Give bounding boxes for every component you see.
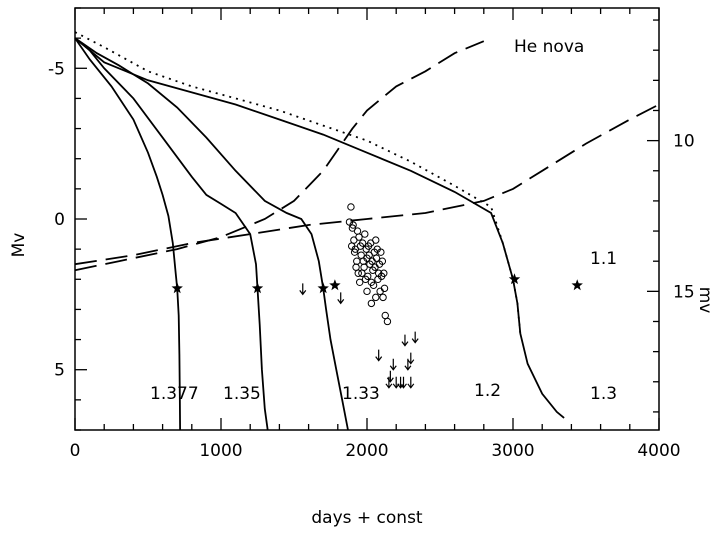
- series-line-1.2: [74, 40, 485, 272]
- observation-point: [363, 287, 371, 296]
- upper-limit-arrow: [397, 376, 405, 389]
- observation-point: [353, 227, 362, 235]
- star-marker: [329, 279, 341, 291]
- observation-point: [374, 275, 382, 283]
- observation-point: [372, 293, 380, 302]
- series-label-1.3: 1.3: [590, 384, 617, 404]
- upper-limit-arrow: [392, 376, 400, 389]
- observation-point: [362, 245, 370, 253]
- series-line-1.377: [74, 37, 181, 431]
- x-axis-label: days + const: [311, 508, 423, 528]
- series-label-1.33: 1.33: [342, 384, 380, 404]
- observation-point: [367, 299, 376, 308]
- observation-point: [381, 311, 389, 320]
- observation-point: [361, 230, 369, 238]
- series-label-1.377: 1.377: [150, 384, 199, 404]
- star-marker: [171, 282, 183, 294]
- upper-limit-arrow: [411, 331, 419, 344]
- markers: [171, 203, 583, 389]
- y-tick-label-right: 15: [673, 282, 695, 302]
- observation-point: [347, 242, 356, 250]
- observation-point: [383, 317, 392, 326]
- series-line-dotted: [74, 31, 522, 334]
- observation-point: [356, 278, 364, 286]
- upper-limit-arrow: [407, 352, 415, 365]
- observation-point: [349, 221, 357, 229]
- x-tick-label: 3000: [491, 441, 534, 461]
- observation-point: [379, 293, 387, 302]
- x-tick-label: 2000: [345, 441, 388, 461]
- series-label-1.2: 1.2: [474, 381, 501, 401]
- observation-point: [372, 254, 381, 262]
- y-tick-label-left: 0: [54, 210, 65, 230]
- upper-limit-arrow: [407, 376, 415, 389]
- series-label-1.35: 1.35: [223, 384, 261, 404]
- series-line-1.1: [74, 103, 660, 266]
- observation-point: [347, 203, 355, 211]
- star-marker: [571, 279, 583, 291]
- upper-limit-arrow: [337, 292, 345, 305]
- observation-point: [353, 257, 361, 265]
- y-tick-label-right: 10: [673, 132, 695, 152]
- observation-point: [377, 248, 385, 256]
- upper-limit-arrow: [389, 358, 397, 371]
- series-line-1.35: [74, 37, 269, 431]
- observation-point: [366, 239, 375, 247]
- star-marker: [317, 282, 329, 294]
- y-axis-label-left: Mv: [9, 233, 29, 258]
- upper-limit-arrow: [401, 334, 409, 347]
- series-label-1.1: 1.1: [590, 249, 617, 269]
- observation-point: [380, 284, 389, 293]
- x-tick-label: 4000: [637, 441, 680, 461]
- star-marker: [508, 273, 521, 285]
- x-tick-label: 0: [70, 441, 81, 461]
- observation-point: [356, 242, 365, 250]
- upper-limit-arrow: [299, 283, 307, 296]
- upper-limit-arrow: [375, 349, 383, 362]
- observation-point: [358, 269, 366, 277]
- y-tick-label-left: 5: [54, 361, 65, 381]
- upper-limit-arrow: [400, 376, 407, 389]
- observation-point: [380, 269, 388, 277]
- observation-point: [365, 251, 373, 259]
- observation-point: [350, 248, 359, 256]
- upper-limit-arrow: [385, 376, 393, 389]
- observation-point: [369, 281, 378, 290]
- series-line-1.3: [74, 37, 565, 419]
- y-tick-label-left: -5: [48, 59, 65, 79]
- x-tick-label: 1000: [199, 441, 242, 461]
- star-marker: [251, 282, 264, 294]
- chart-title: He nova: [514, 37, 584, 57]
- observation-point: [364, 272, 372, 280]
- observation-point: [352, 263, 360, 271]
- upper-limit-arrow: [386, 370, 394, 383]
- observation-point: [359, 257, 368, 265]
- y-axis-label-right: mv: [695, 287, 715, 314]
- labels: 0 1000 2000 3000 4000 -5 0 5 10 15 1.377 1.35 1.33 1.…: [48, 59, 695, 461]
- series-line-1.33: [74, 37, 349, 431]
- axis-ticks: [74, 7, 660, 431]
- observation-point: [378, 257, 387, 265]
- series-lines: [74, 31, 660, 431]
